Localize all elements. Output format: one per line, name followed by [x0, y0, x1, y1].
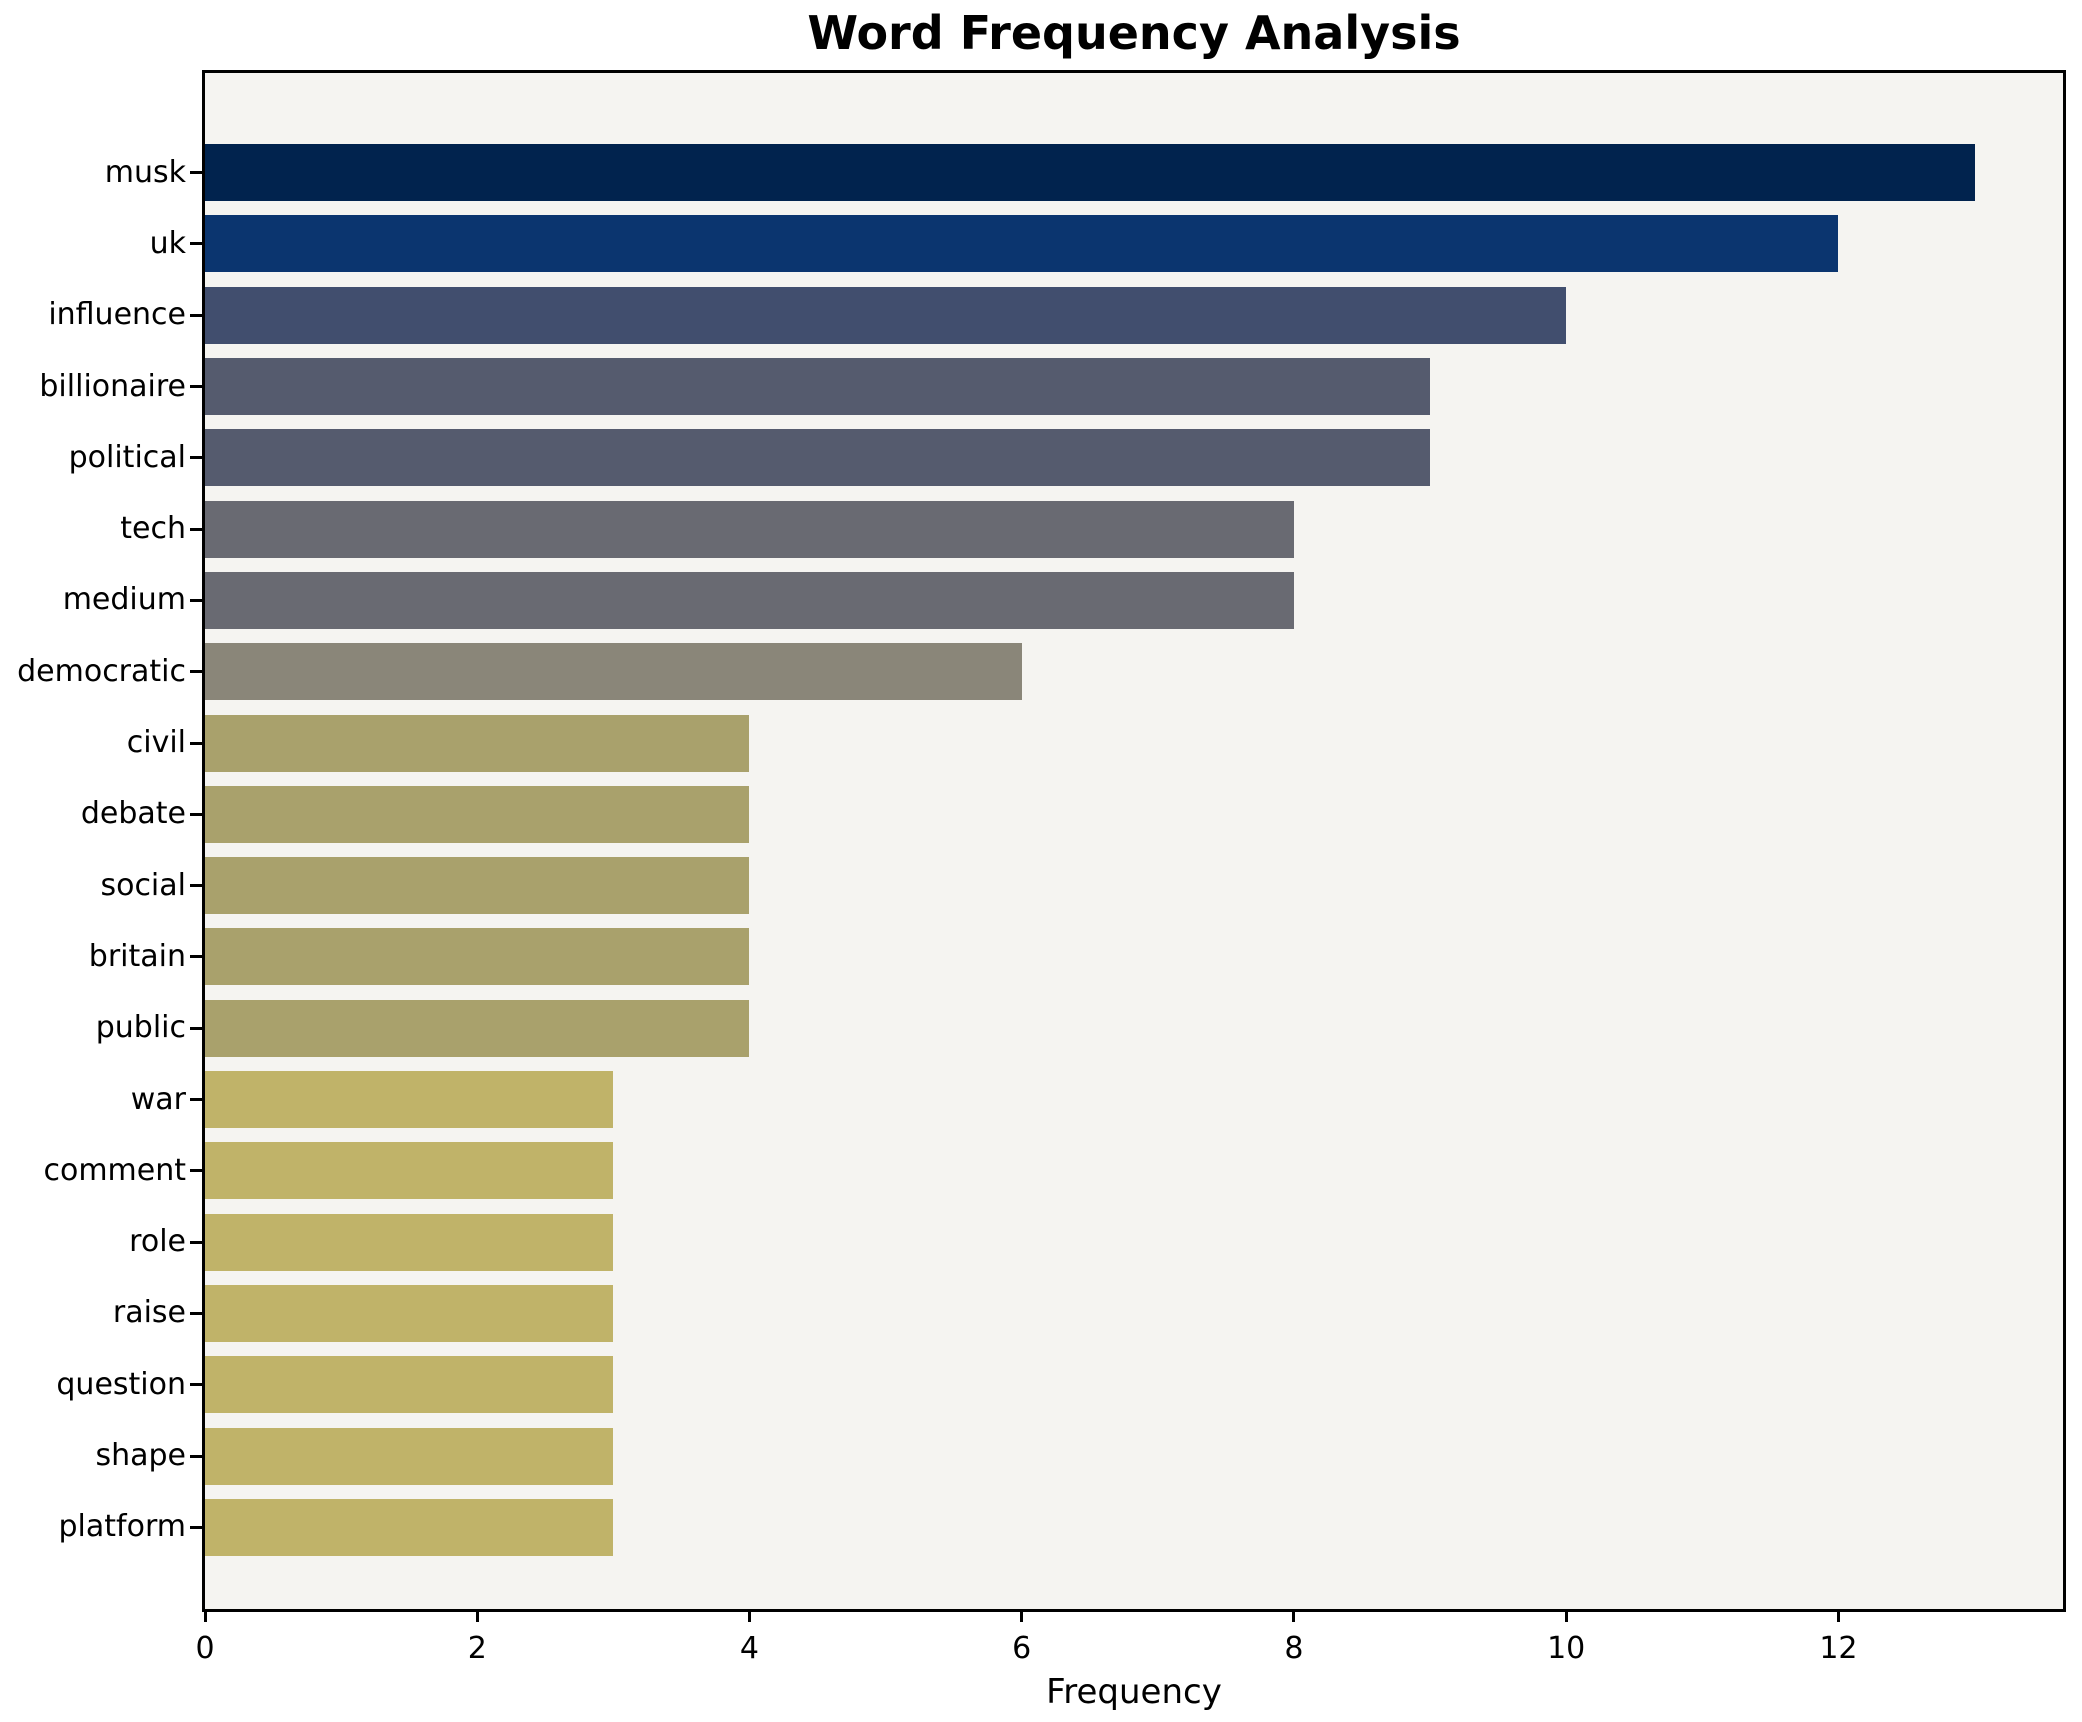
x-axis-title: Frequency: [1046, 1672, 1222, 1712]
x-axis-tick: [1020, 1609, 1024, 1622]
y-tick-label-political: political: [68, 439, 186, 475]
y-axis-tick: [190, 456, 202, 460]
y-axis-tick: [190, 741, 202, 745]
bar-question: [205, 1356, 614, 1414]
bar-role: [205, 1213, 614, 1271]
y-tick-label-platform: platform: [58, 1509, 186, 1545]
x-tick-label-8: 8: [1284, 1631, 1304, 1666]
x-tick-label-10: 10: [1547, 1631, 1586, 1666]
bar-democratic: [205, 643, 1022, 701]
bar-musk: [205, 144, 1975, 202]
y-tick-label-public: public: [95, 1010, 186, 1046]
plot-area: musk uk influence billionaire political tech m…: [17, 70, 2066, 1666]
bar-uk: [205, 215, 1839, 273]
x-axis-tick: [1836, 1609, 1840, 1622]
y-axis-tick: [190, 1240, 202, 1244]
y-tick-label-debate: debate: [80, 796, 186, 832]
y-tick-label-social: social: [100, 867, 186, 903]
y-tick-label-raise: raise: [112, 1295, 186, 1331]
bar-civil: [205, 714, 750, 772]
x-axis-tick: [1564, 1609, 1568, 1622]
y-tick-label-role: role: [129, 1224, 186, 1260]
y-axis-tick: [190, 385, 202, 389]
y-axis-tick: [190, 527, 202, 531]
bar-influence: [205, 286, 1567, 344]
y-axis-tick: [190, 1098, 202, 1102]
y-tick-label-comment: comment: [43, 1152, 186, 1188]
y-axis-tick: [190, 1311, 202, 1315]
bar-medium: [205, 571, 1294, 629]
bar-raise: [205, 1284, 614, 1342]
x-tick-label-12: 12: [1819, 1631, 1858, 1666]
bar-social: [205, 857, 750, 915]
bar-political: [205, 429, 1431, 487]
y-tick-label-medium: medium: [62, 582, 186, 618]
y-axis-tick: [190, 242, 202, 246]
y-axis-tick: [190, 1026, 202, 1030]
bar-platform: [205, 1498, 614, 1556]
bar-tech: [205, 500, 1294, 558]
bar-billionaire: [205, 358, 1431, 416]
x-tick-label-4: 4: [739, 1631, 760, 1666]
x-tick-label-0: 0: [195, 1631, 215, 1666]
x-axis-tick: [475, 1609, 479, 1622]
y-tick-label-britain: britain: [88, 938, 186, 974]
bar-war: [205, 1071, 614, 1129]
bar-comment: [205, 1142, 614, 1200]
chart-title: Word Frequency Analysis: [807, 6, 1461, 60]
y-axis-tick: [190, 955, 202, 959]
bar-britain: [205, 928, 750, 986]
y-tick-label-question: question: [56, 1366, 186, 1402]
y-tick-label-tech: tech: [120, 511, 186, 547]
x-tick-label-6: 6: [1012, 1631, 1032, 1666]
y-tick-label-democratic: democratic: [17, 653, 186, 689]
plot-inner: musk uk influence billionaire political tech m…: [17, 73, 2063, 1666]
x-tick-label-2: 2: [467, 1631, 487, 1666]
y-axis-tick: [190, 598, 202, 602]
y-axis-tick: [190, 884, 202, 888]
y-tick-label-war: war: [130, 1081, 186, 1117]
y-tick-label-musk: musk: [104, 154, 186, 190]
x-axis-tick: [1292, 1609, 1296, 1622]
bar-public: [205, 999, 750, 1057]
y-axis-tick: [190, 171, 202, 175]
y-axis-tick: [190, 1454, 202, 1458]
y-tick-label-billionaire: billionaire: [39, 368, 186, 404]
y-tick-label-uk: uk: [149, 225, 186, 261]
y-axis-tick: [190, 670, 202, 674]
y-axis-tick: [190, 1525, 202, 1529]
y-axis-tick: [190, 812, 202, 816]
y-tick-label-influence: influence: [48, 297, 186, 333]
y-axis-tick: [190, 1169, 202, 1173]
x-axis-tick: [203, 1609, 207, 1622]
y-axis-tick: [190, 313, 202, 317]
y-tick-label-civil: civil: [126, 725, 186, 761]
y-axis-tick: [190, 1383, 202, 1387]
y-tick-label-shape: shape: [95, 1438, 186, 1474]
x-axis-tick: [747, 1609, 751, 1622]
bar-debate: [205, 785, 750, 843]
bar-shape: [205, 1427, 614, 1485]
